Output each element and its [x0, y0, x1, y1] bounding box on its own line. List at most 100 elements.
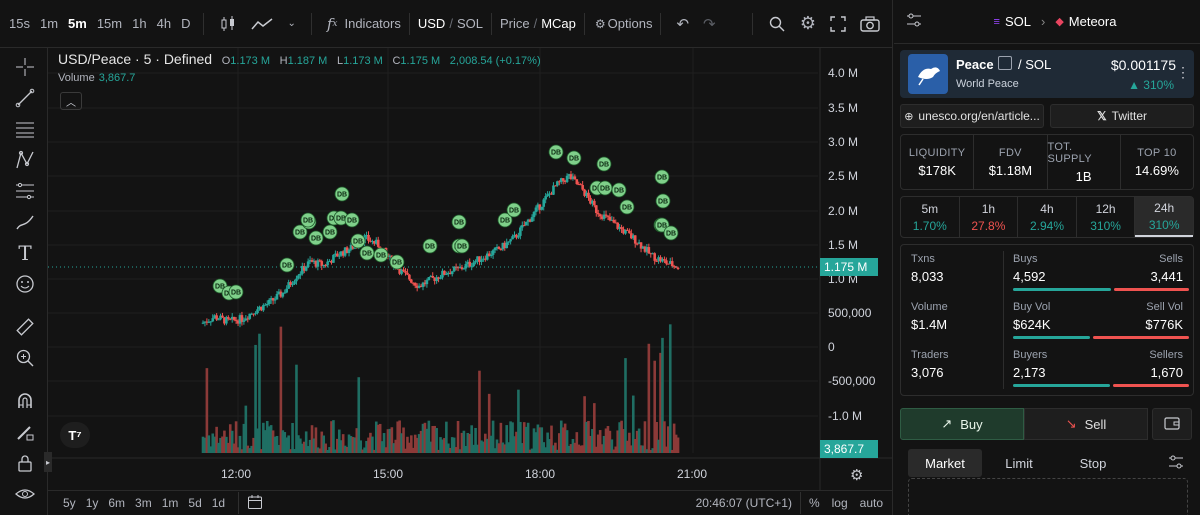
- timeframe-1m[interactable]: 1m: [39, 16, 59, 31]
- buy-button[interactable]: ↗ Buy: [900, 408, 1024, 440]
- candle-body: [630, 233, 633, 239]
- tab-limit[interactable]: Limit: [1005, 455, 1033, 471]
- currency-usd-toggle[interactable]: USD: [417, 16, 446, 31]
- timeframe-4h[interactable]: 4h: [156, 16, 172, 31]
- collapse-toolbar-arrow-icon[interactable]: ▸: [44, 452, 52, 472]
- volume-bar: [591, 429, 594, 453]
- period-24h[interactable]: 24h 310%: [1135, 197, 1193, 237]
- percent-toggle[interactable]: %: [808, 496, 820, 510]
- wallet-button[interactable]: [1152, 408, 1192, 440]
- candle-body: [293, 281, 296, 285]
- order-settings-sliders-icon[interactable]: [1168, 455, 1184, 472]
- candle-body: [515, 234, 518, 238]
- timeframe-5m[interactable]: 5m: [68, 16, 87, 31]
- settings-gear-icon[interactable]: ⚙: [799, 13, 816, 33]
- volume-bar: [655, 422, 658, 453]
- search-icon[interactable]: [761, 15, 793, 33]
- range-1y[interactable]: 1y: [85, 496, 99, 510]
- range-5y[interactable]: 5y: [63, 496, 76, 510]
- timeframe-15s[interactable]: 15s: [9, 16, 30, 31]
- tradingview-logo[interactable]: T⁷: [60, 422, 90, 448]
- range-3m[interactable]: 3m: [135, 496, 152, 510]
- mcap-toggle[interactable]: MCap: [541, 16, 576, 31]
- candle-body: [604, 214, 608, 216]
- chart-canvas[interactable]: 4.0 M3.5 M3.0 M2.5 M2.0 M1.5 M1.0 M500,0…: [48, 48, 893, 490]
- eye-icon[interactable]: [14, 483, 36, 505]
- period-1h[interactable]: 1h 27.8%: [960, 197, 1019, 237]
- fib-retracement-icon[interactable]: [14, 180, 36, 202]
- range-1m[interactable]: 1m: [161, 496, 179, 510]
- tab-stop[interactable]: Stop: [1079, 455, 1107, 471]
- period-5m[interactable]: 5m 1.70%: [901, 197, 960, 237]
- brush-icon[interactable]: [14, 211, 36, 233]
- more-vertical-icon[interactable]: ⋮: [1176, 64, 1190, 80]
- log-toggle[interactable]: log: [831, 496, 848, 510]
- ruler-icon[interactable]: [14, 316, 36, 338]
- candle-body: [567, 174, 571, 176]
- range-1d[interactable]: 1d: [211, 496, 226, 510]
- candle-body: [441, 270, 444, 278]
- db-marker: [322, 224, 338, 240]
- candle-body: [310, 260, 314, 262]
- indicators-button[interactable]: Indicators: [344, 16, 401, 31]
- tab-market[interactable]: Market: [908, 449, 982, 477]
- redo-icon[interactable]: ↷: [703, 15, 716, 33]
- price-toggle[interactable]: Price: [499, 16, 530, 31]
- sliders-icon[interactable]: [906, 13, 922, 30]
- volume-bar: [667, 426, 670, 453]
- volume-bar: [624, 358, 627, 453]
- zoom-in-icon[interactable]: [14, 347, 36, 369]
- volume-bar: [513, 436, 516, 453]
- candle-body: [653, 253, 656, 261]
- line-chart-icon[interactable]: [244, 17, 280, 31]
- price-chart[interactable]: 4.0 M 3.5 M 3.0 M 2.5 M 2.0 M 1.5 M 1.0 M 500,0…: [48, 48, 893, 515]
- crosshair-icon[interactable]: [14, 56, 36, 78]
- collapse-legend-button[interactable]: ︿: [60, 92, 82, 110]
- candle-body: [404, 271, 407, 273]
- lock-icon[interactable]: [14, 452, 36, 474]
- calendar-icon[interactable]: [247, 494, 263, 513]
- range-6m[interactable]: 6m: [108, 496, 126, 510]
- pitchfork-icon[interactable]: [14, 149, 36, 171]
- sells-bar: [1114, 288, 1189, 291]
- horizontal-lines-icon[interactable]: [14, 118, 36, 140]
- range-5d[interactable]: 5d: [188, 496, 202, 510]
- globe-icon: ⊕: [904, 110, 914, 123]
- period-4h[interactable]: 4h 2.94%: [1018, 197, 1077, 237]
- candle-body: [577, 184, 581, 186]
- chevron-down-icon[interactable]: ⌄: [287, 18, 296, 29]
- volume-bar: [495, 439, 499, 453]
- candlestick-chart-icon[interactable]: [212, 15, 244, 33]
- chain-label[interactable]: SOL: [1004, 14, 1031, 29]
- period-12h[interactable]: 12h 310%: [1077, 197, 1136, 237]
- website-link[interactable]: ⊕ unesco.org/en/article...: [900, 104, 1044, 128]
- currency-sol-toggle[interactable]: SOL: [456, 16, 483, 31]
- options-button[interactable]: Options: [607, 16, 653, 31]
- sell-button[interactable]: ↘ Sell: [1024, 408, 1148, 440]
- camera-icon[interactable]: [853, 15, 887, 32]
- emoji-icon[interactable]: [14, 273, 36, 295]
- timeframe-15m[interactable]: 15m: [96, 16, 123, 31]
- dex-label[interactable]: Meteora: [1068, 14, 1117, 29]
- text-tool-icon[interactable]: T: [18, 241, 32, 265]
- undo-icon[interactable]: ↶: [676, 15, 690, 33]
- volume-bar: [242, 423, 246, 453]
- magnet-icon[interactable]: [14, 390, 36, 412]
- auto-toggle[interactable]: auto: [859, 496, 883, 510]
- db-marker: [308, 230, 324, 246]
- volume-bar: [240, 449, 244, 453]
- fullscreen-icon[interactable]: [823, 15, 853, 32]
- copy-icon[interactable]: [998, 56, 1012, 70]
- x-axis-tick-label: 18:00: [525, 467, 555, 481]
- trend-line-icon[interactable]: [14, 87, 36, 109]
- timeframe-1h[interactable]: 1h: [132, 16, 147, 31]
- candle-body: [314, 260, 318, 267]
- volume-bar: [563, 423, 567, 453]
- timeframe-d[interactable]: D: [181, 16, 191, 31]
- twitter-link[interactable]: 𝕏 Twitter: [1050, 104, 1194, 128]
- clock[interactable]: 20:46:07 (UTC+1): [695, 496, 792, 510]
- options-gear-icon[interactable]: ⚙: [594, 16, 606, 31]
- pencil-lock-icon[interactable]: [14, 421, 36, 443]
- scale-settings-icon[interactable]: ⚙: [850, 467, 864, 484]
